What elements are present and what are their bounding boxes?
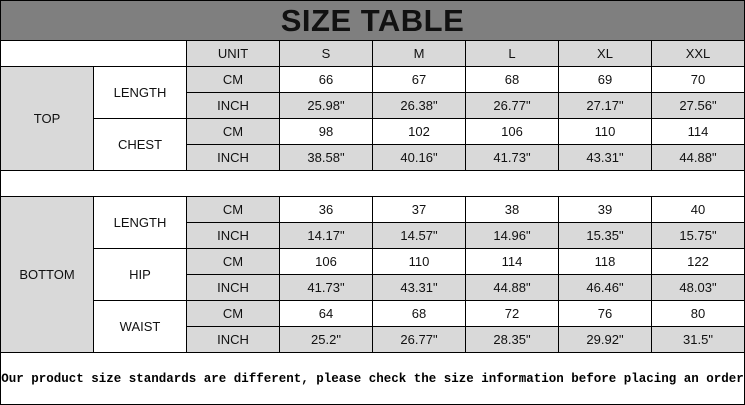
header-size-s: S xyxy=(280,41,373,67)
value-cell: 41.73" xyxy=(280,275,373,301)
measure-waist: WAIST xyxy=(94,301,187,353)
header-size-l: L xyxy=(466,41,559,67)
value-cell: 41.73" xyxy=(466,145,559,171)
measure-length: LENGTH xyxy=(94,67,187,119)
value-cell: 25.98" xyxy=(280,93,373,119)
value-cell: 26.77" xyxy=(466,93,559,119)
value-cell: 44.88" xyxy=(466,275,559,301)
value-cell: 76 xyxy=(559,301,652,327)
unit-cell: INCH xyxy=(187,223,280,249)
value-cell: 43.31" xyxy=(559,145,652,171)
header-size-xxl: XXL xyxy=(652,41,745,67)
value-cell: 106 xyxy=(466,119,559,145)
value-cell: 110 xyxy=(373,249,466,275)
value-cell: 40.16" xyxy=(373,145,466,171)
table-title: SIZE TABLE xyxy=(1,1,744,41)
value-cell: 25.2" xyxy=(280,327,373,353)
value-cell: 29.92" xyxy=(559,327,652,353)
value-cell: 106 xyxy=(280,249,373,275)
header-size-m: M xyxy=(373,41,466,67)
value-cell: 40 xyxy=(652,197,745,223)
value-cell: 43.31" xyxy=(373,275,466,301)
value-cell: 14.57" xyxy=(373,223,466,249)
unit-cell: CM xyxy=(187,197,280,223)
value-cell: 37 xyxy=(373,197,466,223)
value-cell: 114 xyxy=(652,119,745,145)
value-cell: 110 xyxy=(559,119,652,145)
value-cell: 44.88" xyxy=(652,145,745,171)
value-cell: 14.96" xyxy=(466,223,559,249)
value-cell: 72 xyxy=(466,301,559,327)
value-cell: 26.38" xyxy=(373,93,466,119)
size-table: UNIT S M L XL XXL TOP LENGTH CM 66 67 68 69 70 INCH 25.… xyxy=(1,41,745,379)
section-spacer xyxy=(1,171,745,197)
unit-cell: CM xyxy=(187,249,280,275)
value-cell: 114 xyxy=(466,249,559,275)
value-cell: 102 xyxy=(373,119,466,145)
unit-cell: INCH xyxy=(187,275,280,301)
value-cell: 67 xyxy=(373,67,466,93)
measure-chest: CHEST xyxy=(94,119,187,171)
unit-cell: INCH xyxy=(187,145,280,171)
value-cell: 68 xyxy=(373,301,466,327)
value-cell: 66 xyxy=(280,67,373,93)
value-cell: 48.03" xyxy=(652,275,745,301)
value-cell: 69 xyxy=(559,67,652,93)
value-cell: 70 xyxy=(652,67,745,93)
value-cell: 68 xyxy=(466,67,559,93)
value-cell: 14.17" xyxy=(280,223,373,249)
value-cell: 98 xyxy=(280,119,373,145)
value-cell: 15.35" xyxy=(559,223,652,249)
measure-hip: HIP xyxy=(94,249,187,301)
value-cell: 80 xyxy=(652,301,745,327)
unit-cell: CM xyxy=(187,67,280,93)
value-cell: 38 xyxy=(466,197,559,223)
header-size-xl: XL xyxy=(559,41,652,67)
value-cell: 122 xyxy=(652,249,745,275)
value-cell: 27.56" xyxy=(652,93,745,119)
value-cell: 26.77" xyxy=(373,327,466,353)
unit-cell: INCH xyxy=(187,327,280,353)
unit-cell: INCH xyxy=(187,93,280,119)
unit-cell: CM xyxy=(187,119,280,145)
value-cell: 39 xyxy=(559,197,652,223)
measure-length: LENGTH xyxy=(94,197,187,249)
value-cell: 28.35" xyxy=(466,327,559,353)
header-blank xyxy=(1,41,187,67)
footer-note: Our product size standards are different… xyxy=(1,371,744,386)
header-unit: UNIT xyxy=(187,41,280,67)
value-cell: 118 xyxy=(559,249,652,275)
section-top: TOP xyxy=(1,67,94,171)
unit-cell: CM xyxy=(187,301,280,327)
value-cell: 15.75" xyxy=(652,223,745,249)
value-cell: 38.58" xyxy=(280,145,373,171)
value-cell: 31.5" xyxy=(652,327,745,353)
value-cell: 46.46" xyxy=(559,275,652,301)
value-cell: 36 xyxy=(280,197,373,223)
section-bottom: BOTTOM xyxy=(1,197,94,353)
value-cell: 64 xyxy=(280,301,373,327)
value-cell: 27.17" xyxy=(559,93,652,119)
